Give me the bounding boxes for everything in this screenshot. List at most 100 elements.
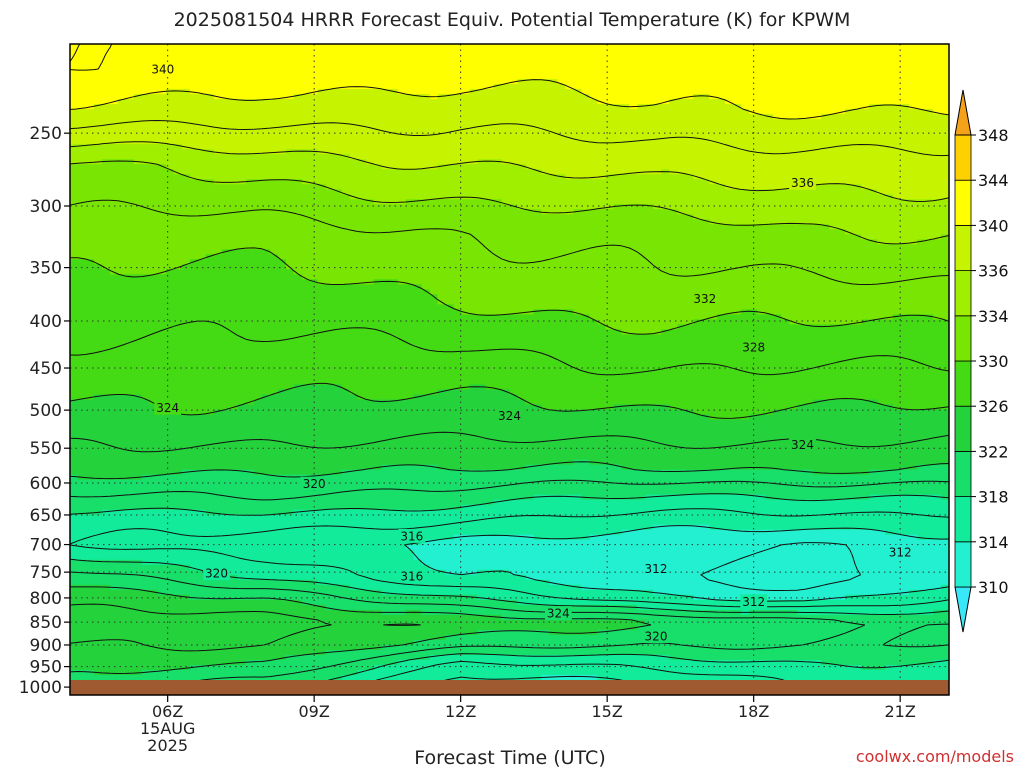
field-cell [869,234,878,240]
field-cell [781,49,790,55]
field-cell [837,129,846,135]
field-cell [165,144,175,150]
field-cell [237,109,247,115]
field-cell [381,244,391,250]
field-cell [885,209,894,215]
field-cell [509,229,519,235]
field-cell [333,174,343,180]
field-cell [509,149,519,155]
field-cell [725,154,734,160]
field-cell [341,139,351,145]
field-cell [237,249,247,255]
field-cell [645,194,654,200]
field-cell [541,164,551,170]
field-cell [269,244,279,250]
field-cell [661,139,670,145]
field-cell [173,189,183,195]
field-cell [317,174,327,180]
field-cell [877,74,886,80]
field-cell [389,239,399,245]
field-cell [397,194,407,200]
field-cell [325,204,335,210]
field-cell [213,249,223,255]
field-cell [725,74,734,80]
field-cell [653,69,662,75]
field-cell [205,204,215,210]
field-cell [165,89,175,95]
field-cell [413,194,423,200]
field-cell [197,54,207,60]
field-cell [509,264,519,270]
field-cell [205,89,215,95]
field-cell [421,174,431,180]
field-cell [245,254,255,260]
field-cell [149,189,159,195]
field-cell [397,124,407,130]
field-cell [605,244,614,250]
field-cell [189,74,199,80]
field-cell [821,84,830,90]
field-cell [269,209,279,215]
field-cell [573,249,583,255]
field-cell [677,149,686,155]
field-cell [517,239,527,245]
field-cell [589,94,598,100]
field-cell [653,84,662,90]
field-cell [381,54,391,60]
field-cell [429,134,439,140]
field-cell [301,204,311,210]
field-cell [101,164,111,170]
field-cell [301,74,311,80]
field-cell [877,69,886,75]
field-cell [893,259,902,265]
field-cell [133,84,143,90]
field-cell [797,159,806,165]
field-cell [941,214,949,220]
field-cell [245,194,255,200]
field-cell [565,99,575,105]
field-cell [621,249,630,255]
field-cell [733,179,742,185]
field-cell [573,219,583,225]
field-cell [269,99,279,105]
field-cell [117,154,127,160]
field-cell [357,69,367,75]
field-cell [597,84,606,90]
field-cell [421,264,431,270]
field-cell [557,69,567,75]
field-cell [133,79,143,85]
field-cell [413,199,423,205]
field-cell [701,214,710,220]
field-cell [877,264,886,270]
field-cell [349,239,359,245]
field-cell [557,184,567,190]
field-cell [869,134,878,140]
field-cell [357,109,367,115]
field-cell [485,249,495,255]
field-cell [797,94,806,100]
field-cell [893,59,902,65]
field-cell [125,84,135,90]
field-cell [301,94,311,100]
field-cell [85,129,95,135]
field-cell [605,239,614,245]
field-cell [413,84,423,90]
field-cell [485,174,495,180]
field-cell [725,104,734,110]
field-cell [365,69,375,75]
field-cell [309,139,319,145]
field-cell [741,94,750,100]
field-cell [173,184,183,190]
field-cell [197,64,207,70]
field-cell [493,259,503,265]
field-cell [101,159,111,165]
field-cell [293,199,303,205]
field-cell [277,94,287,100]
field-cell [789,134,798,140]
field-cell [277,199,287,205]
field-cell [581,79,591,85]
field-cell [925,199,934,205]
field-cell [885,44,894,50]
field-cell [581,254,591,260]
field-cell [693,164,702,170]
